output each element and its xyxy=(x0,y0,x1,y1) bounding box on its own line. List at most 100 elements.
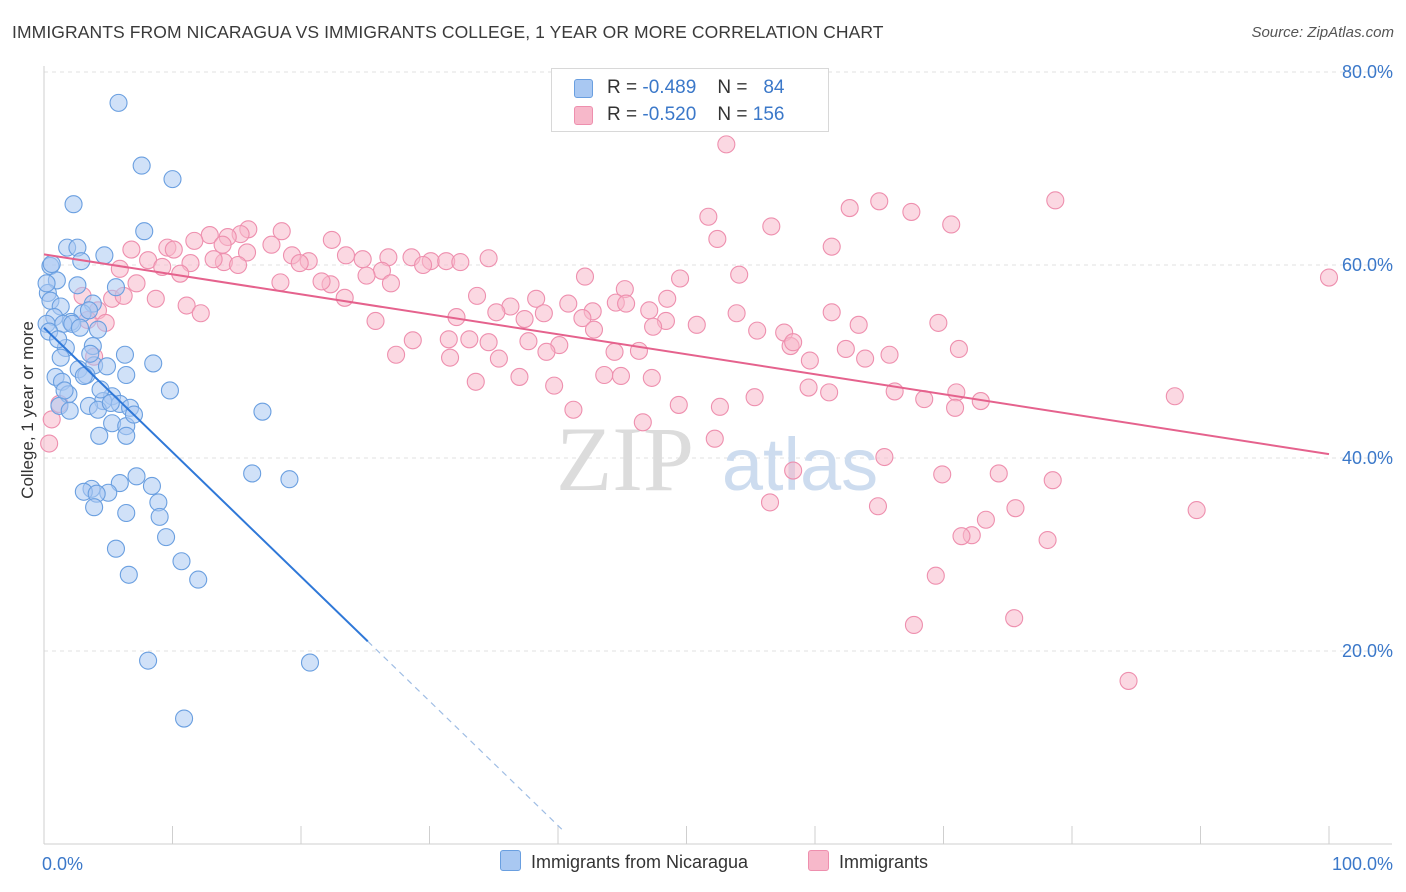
immigrants-point xyxy=(669,395,688,414)
nicaragua-point xyxy=(60,401,79,420)
immigrants-point xyxy=(40,434,59,453)
nicaragua-point xyxy=(51,348,70,367)
y-tick-label: 20.0% xyxy=(1342,641,1393,661)
immigrants-point xyxy=(460,330,479,349)
immigrants-point xyxy=(868,497,888,516)
immigrants-point xyxy=(439,330,458,349)
nicaragua-trendline-extension xyxy=(367,640,563,830)
series-immigrants xyxy=(40,135,1339,690)
immigrants-point xyxy=(989,464,1008,483)
immigrants-point xyxy=(727,304,746,323)
immigrants-point xyxy=(717,135,736,154)
nicaragua-point xyxy=(189,570,208,589)
immigrants-point xyxy=(357,266,376,285)
nicaragua-point xyxy=(109,93,128,112)
immigrants-point xyxy=(644,317,663,336)
immigrants-point xyxy=(976,510,995,529)
nicaragua-point xyxy=(117,503,136,523)
immigrants-point xyxy=(946,398,965,417)
immigrants-point xyxy=(1046,191,1065,210)
nicaragua-point xyxy=(160,381,179,400)
immigrants-point xyxy=(699,207,718,226)
immigrants-point xyxy=(849,315,868,334)
watermark-zip: ZIP xyxy=(556,408,694,510)
nicaragua-point xyxy=(42,254,61,274)
immigrants-point xyxy=(633,413,652,432)
immigrants-point xyxy=(584,320,604,339)
immigrants-point xyxy=(487,303,506,322)
immigrants-point xyxy=(760,493,780,512)
bottom-legend-immigrants: Immigrants xyxy=(808,850,928,873)
immigrants-point xyxy=(880,345,899,364)
immigrants-point xyxy=(929,313,948,332)
immigrants-point xyxy=(658,289,677,308)
immigrants-point xyxy=(1043,471,1062,490)
nicaragua-point xyxy=(88,320,108,339)
nicaragua-point xyxy=(115,345,135,364)
nicaragua-point xyxy=(117,365,136,385)
watermark-atlas: atlas xyxy=(722,423,878,506)
immigrants-point xyxy=(915,390,934,409)
immigrants-point xyxy=(451,253,470,272)
immigrants-point xyxy=(336,246,356,265)
immigrants-point xyxy=(204,250,223,269)
legend-n-value: 156 xyxy=(752,104,785,125)
immigrants-point xyxy=(272,222,291,241)
nicaragua-point xyxy=(55,381,74,400)
immigrants-point xyxy=(489,349,508,368)
legend-n-label: N = xyxy=(717,104,748,125)
immigrants-point xyxy=(479,249,498,268)
immigrants-point xyxy=(127,274,146,293)
nicaragua-point xyxy=(37,274,56,293)
immigrants-point xyxy=(642,368,661,387)
nicaragua-point xyxy=(280,470,299,489)
nicaragua-point xyxy=(90,426,109,445)
y-tick-label: 60.0% xyxy=(1342,255,1393,275)
immigrants-point xyxy=(515,309,534,329)
watermark: ZIP atlas xyxy=(556,408,878,510)
nicaragua-point xyxy=(135,222,154,241)
immigrants-point xyxy=(164,240,183,259)
x-tick-label-min: 0.0% xyxy=(42,854,83,874)
bottom-legend-swatch-blue xyxy=(500,850,521,871)
immigrants-point xyxy=(1038,530,1057,550)
immigrants-point xyxy=(290,254,309,273)
immigrants-point xyxy=(527,289,546,308)
immigrants-point xyxy=(466,372,485,391)
bottom-legend-nicaragua: Immigrants from Nicaragua xyxy=(500,850,748,873)
nicaragua-point xyxy=(106,278,126,297)
immigrants-point xyxy=(441,348,460,367)
nicaragua-point xyxy=(85,498,104,517)
nicaragua-point xyxy=(101,393,120,413)
y-tick-label: 80.0% xyxy=(1342,62,1393,82)
immigrants-point xyxy=(820,383,839,402)
immigrants-point xyxy=(822,237,841,256)
nicaragua-point xyxy=(64,195,83,214)
immigrants-point xyxy=(595,365,614,385)
nicaragua-point xyxy=(49,330,68,349)
legend-n-label: N = xyxy=(717,77,748,98)
immigrants-point xyxy=(185,231,204,250)
immigrants-point xyxy=(745,388,764,407)
legend-n-value: 84 xyxy=(763,77,785,98)
nicaragua-point xyxy=(150,507,169,526)
immigrants-point xyxy=(146,289,165,308)
nicaragua-point xyxy=(119,565,138,584)
immigrants-point xyxy=(671,269,690,288)
immigrants-point xyxy=(784,461,803,480)
immigrants-point xyxy=(800,351,819,370)
legend-r-value: -0.489 xyxy=(642,77,697,98)
gridlines xyxy=(44,71,1392,652)
immigrants-point xyxy=(705,429,724,448)
x-tick-label-max: 100.0% xyxy=(1332,854,1393,874)
immigrants-point xyxy=(730,265,749,284)
y-tick-label: 40.0% xyxy=(1342,448,1393,468)
nicaragua-point xyxy=(300,653,320,672)
immigrants-point xyxy=(640,301,659,320)
immigrants-point xyxy=(942,215,961,234)
immigrants-point xyxy=(1006,499,1025,518)
nicaragua-point xyxy=(70,318,90,337)
nicaragua-point xyxy=(95,246,114,265)
immigrants-point xyxy=(575,267,595,286)
